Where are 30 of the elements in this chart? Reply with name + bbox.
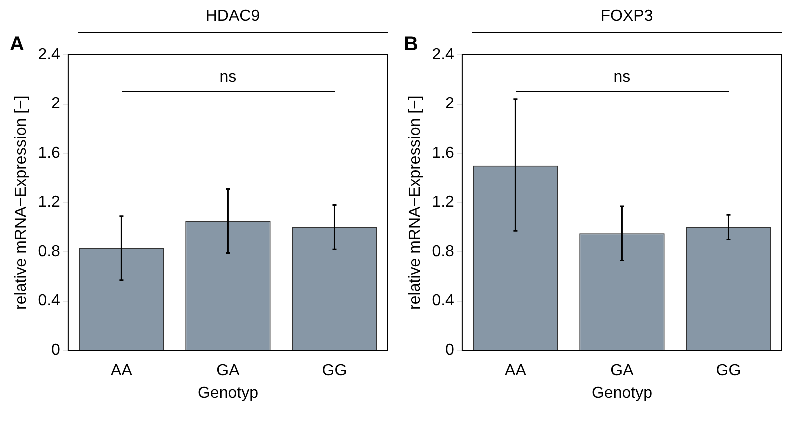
y-tick-label: 1.6	[38, 144, 61, 162]
y-tick-label: 0	[52, 342, 61, 360]
significance-bracket: ns	[516, 68, 729, 92]
y-axis-title: relative mRNA−Expression [−]	[13, 96, 30, 310]
y-tick-label: 1.6	[432, 144, 455, 162]
chart-title: FOXP3	[472, 8, 782, 33]
x-axis-title: Genotyp	[592, 384, 653, 402]
y-tick-label: 1.2	[432, 194, 455, 212]
x-tick-label: GA	[216, 362, 240, 380]
y-tick-label: 2.4	[432, 46, 455, 64]
y-tick-label: 0.8	[432, 243, 455, 260]
x-tick-label: AA	[505, 362, 527, 380]
x-axis-title: Genotyp	[198, 384, 259, 402]
x-tick-label: GG	[322, 362, 348, 380]
x-tick-label: GA	[610, 362, 634, 380]
y-tick-label: 2.4	[38, 46, 61, 64]
significance-bracket: ns	[122, 68, 335, 92]
y-axis-title: relative mRNA−Expression [−]	[407, 96, 424, 310]
x-tick-label: GG	[716, 362, 742, 380]
y-tick-label: 2	[446, 96, 455, 113]
y-tick-label: 2	[52, 96, 61, 113]
y-tick-label: 1.2	[38, 194, 61, 212]
y-tick-label: 0.4	[38, 292, 61, 310]
x-tick-label: AA	[111, 362, 133, 380]
y-tick-label: 0.8	[38, 243, 61, 260]
text: A	[10, 34, 24, 56]
y-tick-label: 0	[446, 342, 455, 360]
chart-title: HDAC9	[78, 8, 388, 33]
y-tick-label: 0.4	[432, 292, 455, 310]
text: B	[404, 34, 418, 56]
